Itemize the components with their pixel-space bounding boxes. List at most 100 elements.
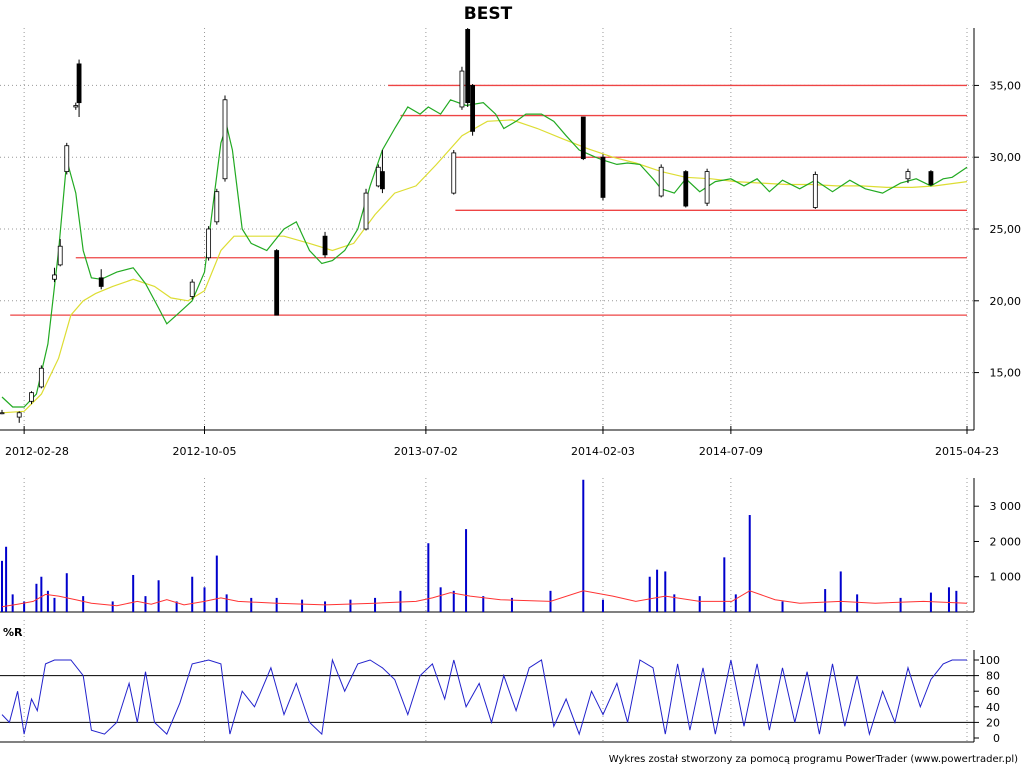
volume-bar <box>929 592 932 612</box>
volume-bar <box>824 589 827 612</box>
candle-body <box>52 274 57 280</box>
candle-body <box>459 70 465 108</box>
volume-bar <box>839 571 842 612</box>
williams-r-y-tick-label: 40 <box>986 701 1000 714</box>
candle-body <box>73 105 79 108</box>
volume-bar <box>648 576 651 612</box>
price-x-tick-label: 2014-07-09 <box>699 445 763 458</box>
candle-body <box>189 281 195 297</box>
candle-body <box>905 171 911 180</box>
volume-bar <box>144 596 147 612</box>
volume-bar <box>656 569 659 612</box>
volume-bar <box>482 596 485 612</box>
candle-body <box>704 171 710 204</box>
volume-bar <box>664 571 667 612</box>
candle-body <box>451 152 457 194</box>
candle-body <box>470 85 476 132</box>
volume-bar <box>132 574 135 612</box>
price-y-tick-label: 15,00 <box>990 367 1022 380</box>
volume-bar <box>215 555 218 612</box>
price-x-tick-label: 2015-04-23 <box>935 445 999 458</box>
williams-r-y-tick-label: 80 <box>986 670 1000 683</box>
candle-body <box>274 250 280 316</box>
volume-y-tick-label: 1 000 <box>990 571 1022 584</box>
volume-bar <box>157 580 160 612</box>
candle-body <box>57 245 63 266</box>
price-panel: 15,00 20,00 25,00 30,00 35,00 2012-02-28 2012-… <box>0 28 1021 458</box>
candle-body <box>465 29 471 104</box>
volume-bar <box>781 601 784 612</box>
candle-body <box>64 145 70 172</box>
volume-average-line <box>1 590 968 608</box>
price-x-tick-label: 2012-10-05 <box>173 445 237 458</box>
volume-bar <box>35 583 38 612</box>
volume-bar <box>452 590 455 612</box>
candle-body <box>0 412 5 415</box>
volume-bar <box>734 594 737 612</box>
williams-r-y-tick-label: 20 <box>986 716 1000 729</box>
candle-body <box>222 99 228 180</box>
volume-bar <box>23 601 26 612</box>
volume-bar <box>324 601 327 612</box>
candle-body <box>658 166 664 197</box>
price-x-tick-label: 2014-02-03 <box>571 445 635 458</box>
volume-bar <box>698 596 701 612</box>
williams-r-y-tick-label: 0 <box>993 732 1000 745</box>
volume-bar <box>301 599 304 612</box>
volume-bar <box>582 479 585 612</box>
volume-bar <box>5 546 8 612</box>
long-moving-average-line <box>1 119 968 414</box>
volume-bar <box>673 594 676 612</box>
price-y-tick-label: 20,00 <box>990 295 1022 308</box>
volume-bar <box>191 576 194 612</box>
candle-body <box>812 174 818 208</box>
volume-bar <box>46 590 49 612</box>
price-y-tick-label: 30,00 <box>990 151 1022 164</box>
volume-bar <box>82 596 85 612</box>
volume-bar <box>510 597 513 612</box>
volume-bar <box>374 597 377 612</box>
volume-bar <box>225 594 228 612</box>
candle-body <box>375 166 381 187</box>
volume-bar <box>111 601 114 612</box>
williams-r-y-tick-label: 100 <box>979 654 1000 667</box>
short-moving-average-line <box>1 99 968 408</box>
candle-body <box>76 63 82 104</box>
volume-y-tick-label: 3 000 <box>990 500 1022 513</box>
volume-bar <box>53 597 56 612</box>
volume-bar <box>250 597 253 612</box>
volume-y-tick-label: 2 000 <box>990 535 1022 548</box>
candle-body <box>683 171 689 207</box>
volume-bar <box>427 543 430 612</box>
volume-bar <box>899 597 902 612</box>
footer-credit: Wykres został stworzony za pomocą progra… <box>609 754 1018 765</box>
volume-bar <box>175 601 178 612</box>
price-x-tick-label: 2013-07-02 <box>394 445 458 458</box>
volume-bar <box>40 576 43 612</box>
candle-body <box>380 171 385 190</box>
candle-body <box>322 235 328 256</box>
candle-body <box>98 277 104 287</box>
volume-bar <box>399 590 402 612</box>
chart-title: BEST <box>464 4 513 24</box>
candle-body <box>29 392 34 402</box>
volume-bar <box>439 587 442 612</box>
volume-bar <box>1 560 3 612</box>
price-y-tick-label: 35,00 <box>990 79 1022 92</box>
candle-body <box>38 367 44 388</box>
volume-bar <box>11 594 14 612</box>
williams-r-y-tick-label: 60 <box>986 685 1000 698</box>
volume-bar <box>65 573 68 612</box>
volume-bar <box>349 599 352 612</box>
price-y-tick-label: 25,00 <box>990 223 1022 236</box>
volume-bar <box>465 529 468 612</box>
price-x-tick-label: 2012-02-28 <box>5 445 69 458</box>
williams-r-panel: 0 20 40 60 80 100 <box>0 620 1000 745</box>
candle-body <box>16 412 22 418</box>
volume-bar <box>748 515 751 612</box>
volume-bar <box>723 557 726 612</box>
volume-bar <box>275 597 278 612</box>
volume-bar <box>601 599 604 612</box>
volume-bar <box>947 587 950 612</box>
